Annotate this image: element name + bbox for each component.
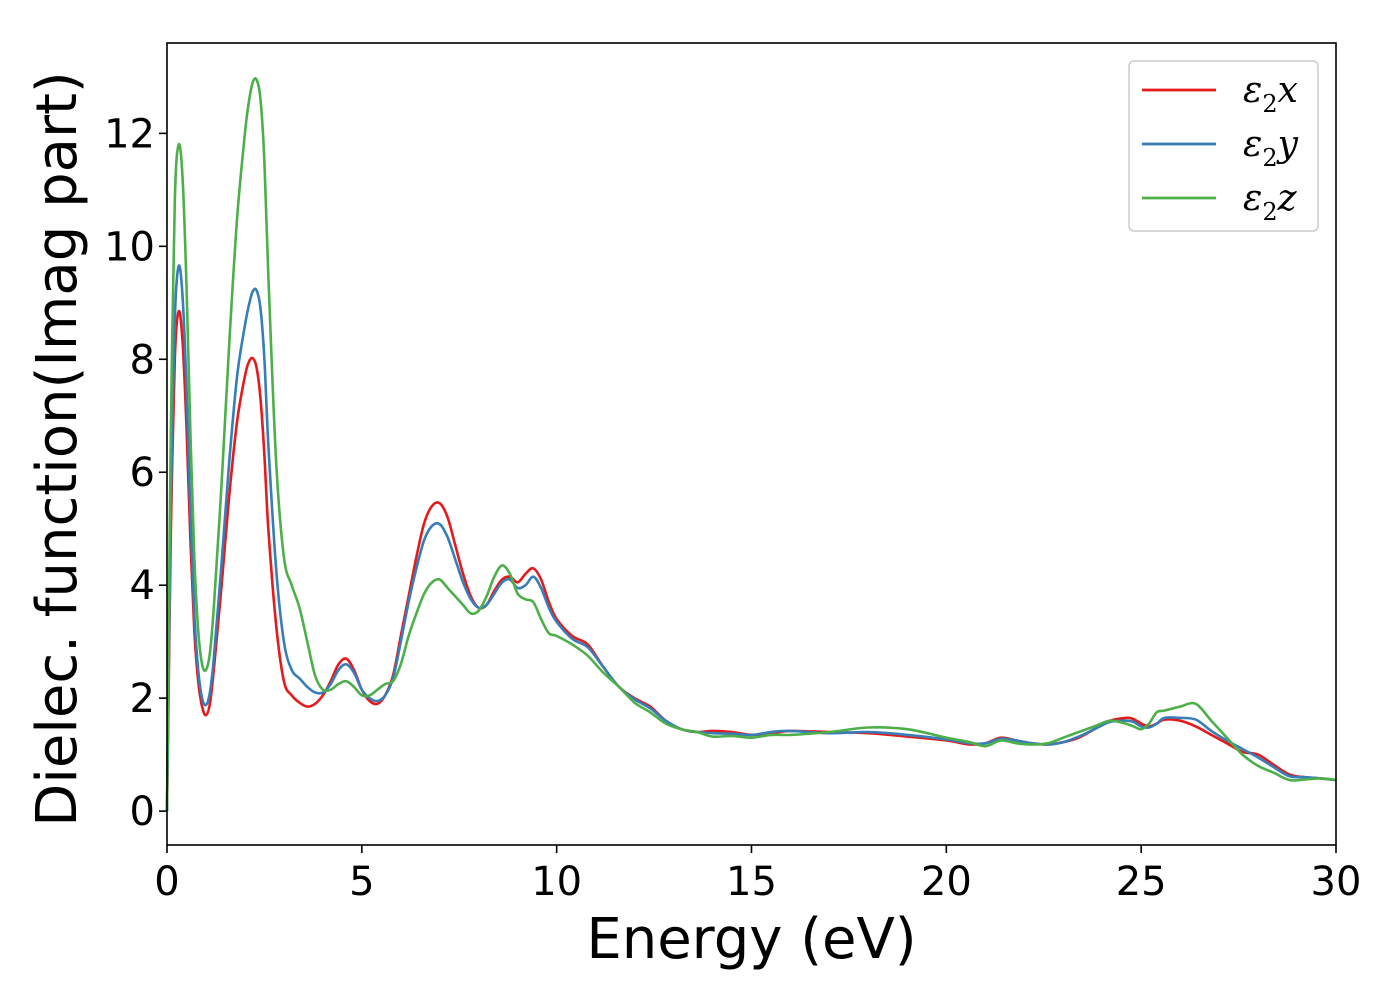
x-tick-label: 30	[1311, 859, 1362, 905]
legend-subscript: 2	[1262, 144, 1277, 172]
series-line-y	[165, 264, 1337, 812]
x-axis-label: Energy (eV)	[586, 907, 916, 972]
legend-symbol: ε	[1243, 70, 1262, 111]
y-axis-label: Dielec. function(Imag part)	[25, 71, 90, 827]
legend-subscript: 2	[1262, 90, 1277, 118]
legend-variable: x	[1278, 70, 1298, 111]
legend-entry-y: ε2y	[1243, 124, 1299, 172]
x-tick-label: 15	[726, 859, 777, 905]
x-tick-label: 10	[531, 859, 582, 905]
y-tick-label: 2	[130, 676, 155, 722]
plot-lines	[165, 77, 1337, 812]
legend-subscript: 2	[1262, 198, 1277, 226]
legend-entry-z: ε2z	[1243, 178, 1298, 226]
legend-symbol: ε	[1243, 124, 1262, 165]
y-tick-label: 0	[130, 789, 155, 835]
y-tick-label: 10	[104, 224, 155, 270]
y-tick-label: 8	[130, 337, 155, 383]
x-tick-label: 20	[921, 859, 972, 905]
y-tick-label: 12	[104, 111, 155, 157]
y-tick-label: 6	[130, 450, 155, 496]
y-axis: 0 2 4 6 8 10 12	[104, 111, 167, 835]
x-tick-label: 0	[154, 859, 179, 905]
x-axis: 0 5 10 15 20 25 30	[154, 845, 1361, 905]
legend-variable: y	[1276, 124, 1299, 165]
x-tick-label: 5	[349, 859, 374, 905]
legend-entry-x: ε2x	[1243, 70, 1298, 118]
x-tick-label: 25	[1116, 859, 1167, 905]
series-line-z	[165, 77, 1337, 812]
legend-variable: z	[1277, 178, 1298, 219]
y-tick-label: 4	[130, 563, 155, 609]
legend-box	[1128, 60, 1319, 232]
legend-symbol: ε	[1243, 178, 1262, 219]
